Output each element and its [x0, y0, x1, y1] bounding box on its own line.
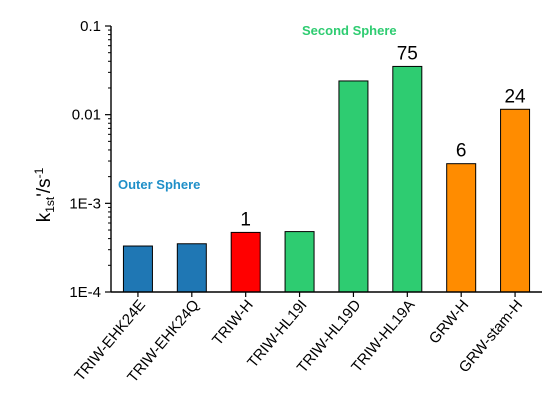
bar-6 — [392, 65, 423, 293]
y-axis-title-sub: 1st — [43, 196, 57, 213]
second-sphere-label: Second Sphere — [302, 23, 397, 38]
bars-layer — [122, 65, 531, 293]
bar-8 — [500, 108, 531, 293]
bar-5 — [338, 80, 369, 293]
bar-7 — [446, 163, 477, 293]
bar-annotation-8: 24 — [504, 86, 526, 107]
outer-sphere-label: Outer Sphere — [118, 177, 200, 192]
bar-3 — [230, 231, 261, 293]
x-tick-label-7: GRW-H — [426, 297, 472, 348]
y-axis-title-prime: '/s — [34, 178, 55, 196]
y-tick-label-4: 0.1 — [80, 18, 101, 35]
y-tick-label-1: 1E-4 — [69, 284, 101, 301]
bar-1 — [122, 245, 153, 293]
y-axis-title-sup: -1 — [32, 167, 46, 178]
y-axis-title: k1st'/s-1 — [32, 167, 57, 222]
bar-2 — [176, 243, 207, 293]
annotations-layer: 1 75 6 24 — [240, 43, 526, 230]
y-tick-label-2: 1E-3 — [69, 195, 101, 212]
bar-annotation-7: 6 — [456, 141, 467, 162]
bar-4 — [284, 231, 315, 293]
y-tick-label-3: 0.01 — [72, 107, 101, 124]
bar-annotation-6: 75 — [397, 43, 418, 64]
axes-layer: 1E-4 1E-3 0.01 0.1 — [69, 18, 542, 301]
x-tick-label-3: TRIW-H — [209, 297, 257, 349]
bar-annotation-3: 1 — [240, 209, 251, 230]
y-axis-title-main: k — [34, 212, 55, 222]
